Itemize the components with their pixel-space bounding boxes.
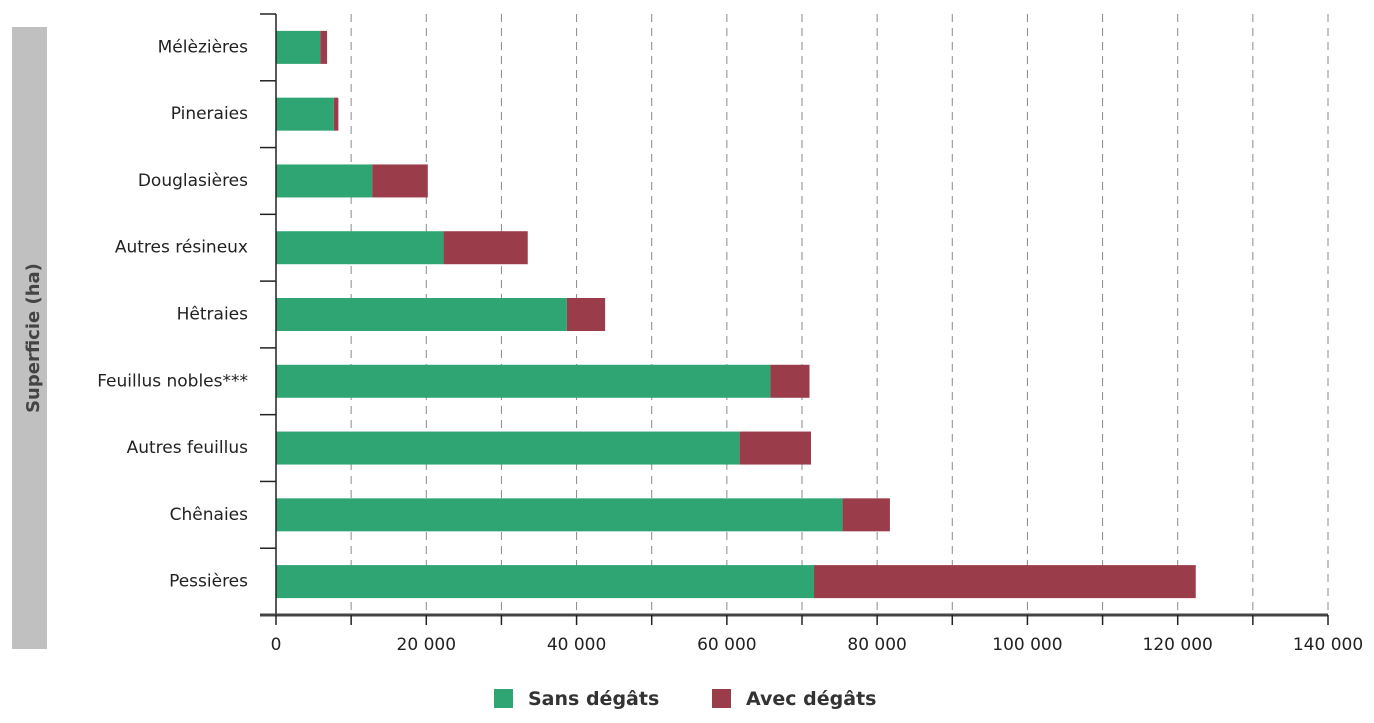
- category-label: Feuillus nobles***: [97, 371, 248, 391]
- y-axis-title: Superficie (ha): [23, 263, 44, 413]
- bar-segment-sans-degats: [276, 30, 321, 64]
- labels: Mélèzières Pineraies Douglasières Autres ré…: [97, 37, 1363, 655]
- legend-label-sans-degats: Sans dégâts: [528, 688, 659, 710]
- bar-segment-sans-degats: [276, 97, 334, 131]
- category-label: Pineraies: [171, 104, 248, 124]
- x-tick-label: 140 000: [1293, 635, 1363, 655]
- bar-segment-sans-degats: [276, 164, 373, 198]
- category-label: Pessières: [169, 572, 248, 592]
- legend-swatch-sans-degats: [494, 689, 513, 708]
- category-label: Douglasières: [138, 171, 248, 191]
- category-label: Mélèzières: [158, 37, 248, 57]
- bar-segment-avec-degats: [443, 231, 528, 265]
- bar-segment-sans-degats: [276, 364, 771, 398]
- bar-segment-sans-degats: [276, 298, 567, 331]
- bar-segment-avec-degats: [333, 97, 339, 131]
- bar-segment-sans-degats: [276, 498, 843, 532]
- x-tick-label: 0: [271, 635, 282, 655]
- category-label: Autres feuillus: [127, 438, 249, 458]
- bar-segment-avec-degats: [739, 431, 812, 465]
- x-tick-label: 60 000: [697, 635, 756, 655]
- y-axis-title-band: [12, 27, 47, 649]
- x-tick-label: 40 000: [547, 635, 606, 655]
- bar-segment-avec-degats: [566, 298, 606, 331]
- axes: [260, 13, 1329, 625]
- x-tick-label: 80 000: [847, 635, 906, 655]
- legend-label-avec-degats: Avec dégâts: [746, 688, 876, 710]
- bar-segment-avec-degats: [320, 30, 328, 64]
- category-label: Autres résineux: [115, 238, 248, 258]
- category-label: Chênaies: [170, 505, 248, 525]
- category-label: Hêtraies: [177, 305, 248, 325]
- bar-segment-avec-degats: [770, 364, 810, 398]
- bar-segment-avec-degats: [814, 565, 1196, 599]
- x-tick-label: 20 000: [397, 635, 456, 655]
- x-tick-label: 100 000: [992, 635, 1062, 655]
- bar-segment-avec-degats: [842, 498, 890, 532]
- bar-segment-sans-degats: [276, 565, 815, 599]
- bar-segment-sans-degats: [276, 231, 444, 265]
- legend-swatch-avec-degats: [712, 689, 731, 708]
- bar-segment-avec-degats: [372, 164, 428, 198]
- legend: Sans dégâts Avec dégâts: [494, 688, 876, 710]
- bars: [276, 30, 1196, 599]
- bar-segment-sans-degats: [276, 431, 740, 465]
- x-tick-label: 120 000: [1143, 635, 1213, 655]
